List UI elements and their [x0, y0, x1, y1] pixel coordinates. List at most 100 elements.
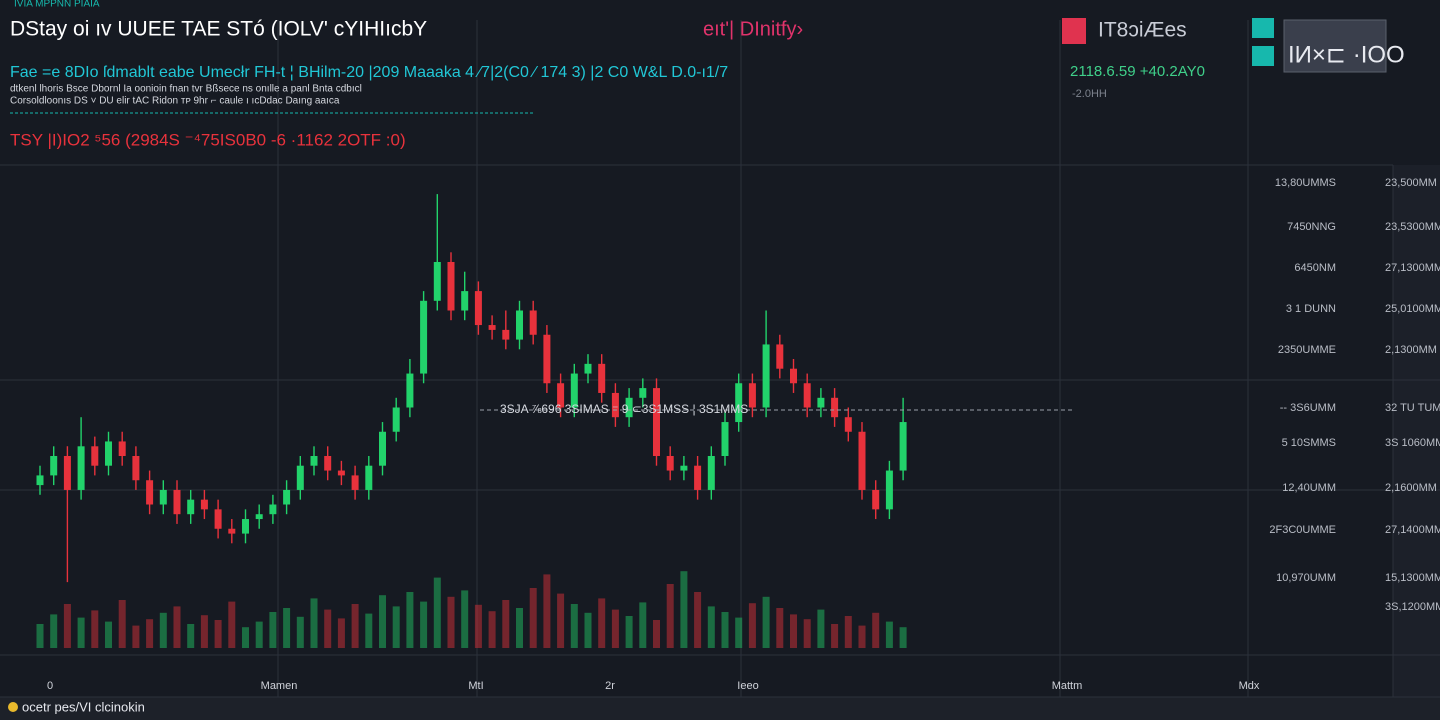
axis-label: 27,1400MM	[1385, 524, 1440, 536]
x-axis-label: 2r	[605, 680, 615, 692]
volume-bar	[639, 602, 647, 648]
volume-bar	[36, 624, 44, 648]
volume-bar	[365, 613, 373, 648]
candle-body	[91, 446, 99, 466]
candle-body	[707, 456, 715, 490]
candle-body	[77, 446, 85, 490]
volume-bar	[187, 624, 195, 648]
volume-bar	[255, 621, 263, 648]
candle-body	[36, 475, 44, 486]
info-right: 2118.6.59 +40.2AY0	[1070, 63, 1205, 80]
volume-bar	[885, 621, 893, 648]
candle-body	[296, 465, 304, 490]
candle-body	[118, 441, 126, 456]
volume-bar	[611, 609, 619, 648]
center-label: eıt'| DInitfy›	[703, 18, 803, 40]
axis-label: 12,40UMM	[1282, 482, 1336, 494]
volume-bar	[173, 606, 181, 648]
candle-body	[392, 407, 400, 432]
candle-body	[351, 475, 359, 490]
candle-body	[570, 373, 578, 408]
volume-bar	[214, 620, 222, 648]
volume-bar	[666, 584, 674, 648]
volume-bar	[105, 621, 112, 648]
volume-bar	[735, 617, 743, 648]
candle-body	[337, 470, 345, 476]
axis-label: 2F3C0UMME	[1269, 524, 1336, 536]
x-axis-label: MtI	[468, 680, 483, 692]
top-right-label: IT8ɔiÆes	[1098, 19, 1187, 42]
volume-bar	[502, 600, 510, 648]
volume-bar	[516, 608, 523, 648]
top-mini: IVIA MPPNN PIAIA	[14, 0, 100, 10]
candle-body	[105, 441, 112, 466]
candle-body	[200, 499, 208, 510]
x-axis-label: 0	[47, 680, 53, 692]
volume-bar	[817, 609, 825, 648]
candle-body	[269, 504, 277, 515]
info-right-sub: -2.0HH	[1072, 88, 1107, 100]
volume-bar	[831, 624, 839, 648]
candle-body	[529, 310, 537, 335]
axis-label: 25,0100MM	[1385, 303, 1440, 315]
x-axis-label: Mattm	[1052, 680, 1083, 692]
volume-bar	[872, 612, 880, 648]
small-line: Corsoldloonıs DS ˅ DU elir tAC Ridon ᴛᴘ …	[10, 96, 340, 107]
candle-body	[63, 456, 71, 490]
candle-body	[762, 344, 770, 408]
volume-bar	[776, 608, 784, 648]
legend-swatch	[1252, 46, 1274, 66]
axis-label: 3S,1200MM	[1385, 601, 1440, 613]
status-dot	[8, 702, 18, 712]
candle-body	[187, 499, 195, 515]
volume-bar	[296, 616, 304, 648]
volume-bar	[598, 598, 606, 648]
candle-body	[598, 363, 606, 393]
x-axis-label: Ieeo	[737, 680, 758, 692]
axis-label: 10,970UMM	[1276, 572, 1336, 584]
volume-bar	[324, 609, 332, 648]
candle-body	[420, 300, 428, 374]
legend-swatch	[1062, 18, 1086, 44]
x-axis-label: Mdx	[1239, 680, 1260, 692]
volume-bar	[584, 612, 592, 648]
candle-body	[776, 344, 784, 369]
axis-label: 2,1600MM	[1385, 482, 1437, 494]
volume-bar	[790, 614, 797, 648]
candle-body	[214, 509, 222, 529]
volume-bar	[653, 620, 660, 648]
volume-bar	[200, 615, 208, 648]
title: DStay oi ıv UUEE TAE STó (IOLV' cYIHIıcb…	[10, 18, 427, 41]
small-line: dtkenl lhoris Bsce Dbornl Ia oonioin fna…	[10, 84, 362, 95]
volume-bar	[474, 604, 482, 648]
volume-bar	[379, 595, 386, 648]
candle-body	[365, 465, 373, 490]
candle-body	[639, 388, 647, 398]
volume-bar	[77, 617, 85, 648]
volume-bar	[707, 606, 715, 648]
axis-label: 23,5300MM	[1385, 221, 1440, 233]
axis-label: 5 10SMMS	[1282, 437, 1336, 449]
candle-body	[406, 373, 414, 408]
volume-bar	[557, 593, 565, 648]
candle-body	[611, 392, 619, 418]
candle-body	[584, 363, 592, 374]
candle-body	[543, 334, 551, 384]
axis-label: 23,500MM	[1385, 177, 1437, 189]
info-line: Fae =e 8DIo ſdmablt eabe Umecłr FH-t ¦ B…	[10, 64, 728, 81]
axis-label: 3 1 DUNN	[1286, 303, 1336, 315]
volume-bar	[748, 603, 756, 648]
volume-bar	[447, 596, 455, 648]
volume-bar	[570, 604, 578, 648]
volume-bar	[529, 588, 537, 648]
volume-bar	[721, 612, 729, 648]
volume-bar	[283, 608, 291, 648]
volume-bar	[420, 601, 428, 648]
candle-body	[790, 368, 797, 384]
candle-body	[803, 383, 811, 408]
volume-bar	[146, 619, 154, 648]
volume-bar	[392, 606, 400, 648]
volume-bar	[625, 616, 633, 648]
candle-body	[735, 383, 743, 423]
